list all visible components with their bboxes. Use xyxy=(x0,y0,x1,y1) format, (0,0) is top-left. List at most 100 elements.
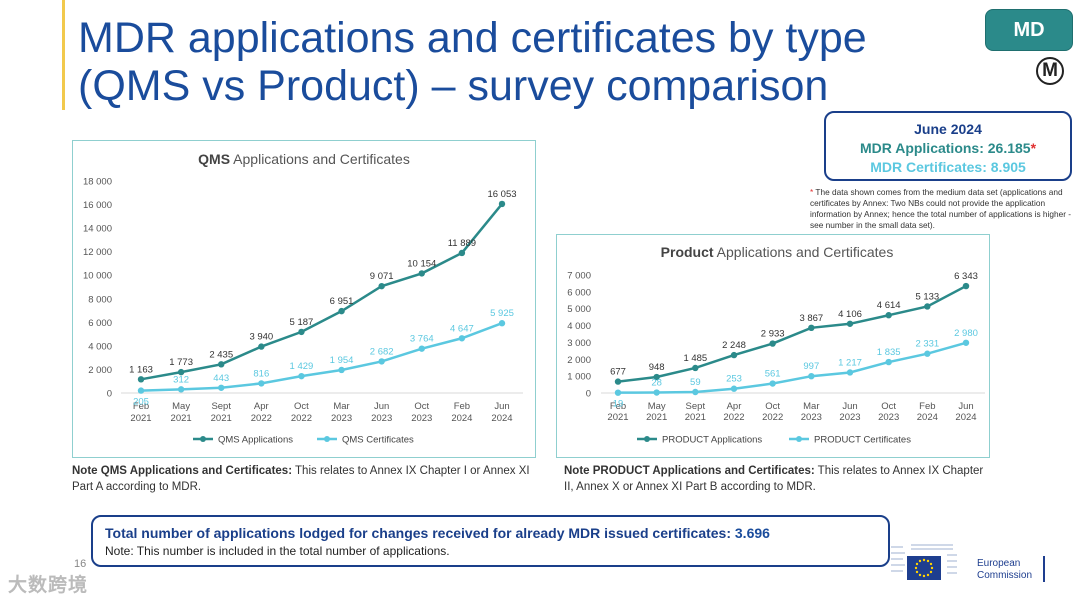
y-tick-label: 5 000 xyxy=(567,304,591,315)
data-label: 948 xyxy=(649,362,665,373)
data-label: 9 071 xyxy=(370,271,394,282)
chart-title: Product Applications and Certificates xyxy=(661,244,894,260)
x-tick-label: Sept xyxy=(211,401,231,412)
data-point xyxy=(218,384,225,391)
x-tick-label: 2021 xyxy=(685,412,706,423)
y-tick-label: 2 000 xyxy=(567,355,591,366)
x-tick-label: Jun xyxy=(842,401,857,412)
data-point xyxy=(924,350,931,357)
data-label: 561 xyxy=(765,369,781,380)
data-label: 443 xyxy=(213,373,229,384)
footnote: * The data shown comes from the medium d… xyxy=(810,187,1076,231)
data-point xyxy=(177,368,185,376)
legend-marker xyxy=(324,436,330,442)
x-tick-label: Mar xyxy=(803,401,819,412)
data-point xyxy=(692,388,699,396)
y-tick-label: 0 xyxy=(586,389,591,400)
x-tick-label: 2023 xyxy=(878,412,899,423)
legend-entry: QMS Applications xyxy=(218,435,293,446)
data-label: 5 187 xyxy=(290,317,314,328)
summary-box: June 2024 MDR Applications: 26.185* MDR … xyxy=(824,111,1072,181)
series-line xyxy=(617,341,967,394)
data-point xyxy=(218,361,225,368)
data-point xyxy=(338,366,345,374)
x-tick-label: Sept xyxy=(686,401,706,412)
eu-stars-icon xyxy=(914,558,934,578)
eu-text: European Commission xyxy=(977,558,1033,581)
x-tick-label: Feb xyxy=(454,401,470,412)
x-tick-label: 2022 xyxy=(251,413,272,424)
y-tick-label: 14 000 xyxy=(83,224,112,235)
data-point xyxy=(614,378,622,385)
y-tick-label: 0 xyxy=(107,389,112,400)
data-point xyxy=(177,386,185,393)
watermark: 大数跨境 xyxy=(8,575,89,596)
european-commission-logo: European Commission xyxy=(891,543,1061,587)
data-label: 4 647 xyxy=(450,323,474,334)
chart-title: QMS Applications and Certificates xyxy=(198,151,410,167)
data-label: 59 xyxy=(690,377,701,388)
x-tick-label: Oct xyxy=(881,401,896,412)
data-label: 19 xyxy=(613,399,624,410)
title-accent-bar xyxy=(62,0,65,110)
x-tick-label: 2021 xyxy=(607,412,628,423)
data-label: 2 980 xyxy=(954,328,978,339)
summary-applications: MDR Applications: 26.185* xyxy=(859,140,1037,156)
data-label: 1 954 xyxy=(330,355,354,366)
data-point xyxy=(653,373,660,381)
y-tick-label: 6 000 xyxy=(88,318,112,329)
x-tick-label: Feb xyxy=(133,401,149,412)
x-tick-label: 2022 xyxy=(291,413,312,424)
data-point xyxy=(692,364,699,372)
data-label: 2 435 xyxy=(209,349,233,360)
data-label: 312 xyxy=(173,374,189,385)
data-label: 4 614 xyxy=(877,300,901,311)
x-tick-label: Feb xyxy=(919,401,935,412)
data-point xyxy=(418,270,425,277)
summary-certificates: MDR Certificates: 8.905 xyxy=(870,159,1026,175)
data-point xyxy=(614,389,622,396)
legend-marker xyxy=(200,436,206,442)
data-point xyxy=(846,369,854,376)
y-tick-label: 7 000 xyxy=(567,271,591,282)
x-tick-label: 2021 xyxy=(171,413,192,424)
y-tick-label: 4 000 xyxy=(88,341,112,352)
data-point xyxy=(962,282,970,290)
y-tick-label: 16 000 xyxy=(83,200,112,211)
x-tick-label: Apr xyxy=(254,401,269,412)
footnote-text: The data shown comes from the medium dat… xyxy=(810,187,1072,230)
eu-divider xyxy=(1043,556,1045,582)
data-label: 6 343 xyxy=(954,271,978,282)
data-point xyxy=(378,282,385,290)
legend-entry: QMS Certificates xyxy=(342,435,414,446)
md-logo-icon: M xyxy=(1036,57,1064,85)
data-label: 2 933 xyxy=(761,329,785,340)
data-point xyxy=(418,345,425,352)
data-point xyxy=(769,340,776,347)
page-number: 16 xyxy=(74,558,87,570)
data-label: 1 217 xyxy=(838,357,862,368)
md-badge: MD xyxy=(985,9,1073,51)
data-point xyxy=(730,385,738,392)
data-label: 5 133 xyxy=(915,291,939,302)
data-label: 1 485 xyxy=(683,353,707,364)
data-label: 4 106 xyxy=(838,309,862,320)
data-label: 677 xyxy=(610,367,626,378)
data-point xyxy=(458,249,466,257)
data-label: 997 xyxy=(803,361,819,372)
y-tick-label: 8 000 xyxy=(88,294,112,305)
product-chart: Product Applications and Certificates 0 1 … xyxy=(567,244,985,446)
y-tick-label: 6 000 xyxy=(567,287,591,298)
x-tick-label: 2024 xyxy=(451,413,472,424)
data-point xyxy=(808,372,815,380)
data-point xyxy=(258,343,265,350)
data-label: 2 248 xyxy=(722,340,746,351)
data-label: 253 xyxy=(726,374,742,385)
x-tick-label: Apr xyxy=(727,401,742,412)
x-tick-label: 2022 xyxy=(762,412,783,423)
data-label: 205 xyxy=(133,397,149,408)
x-tick-label: 2023 xyxy=(331,413,352,424)
x-tick-label: 2023 xyxy=(411,413,432,424)
x-tick-label: 2021 xyxy=(211,413,232,424)
x-tick-label: 2023 xyxy=(839,412,860,423)
